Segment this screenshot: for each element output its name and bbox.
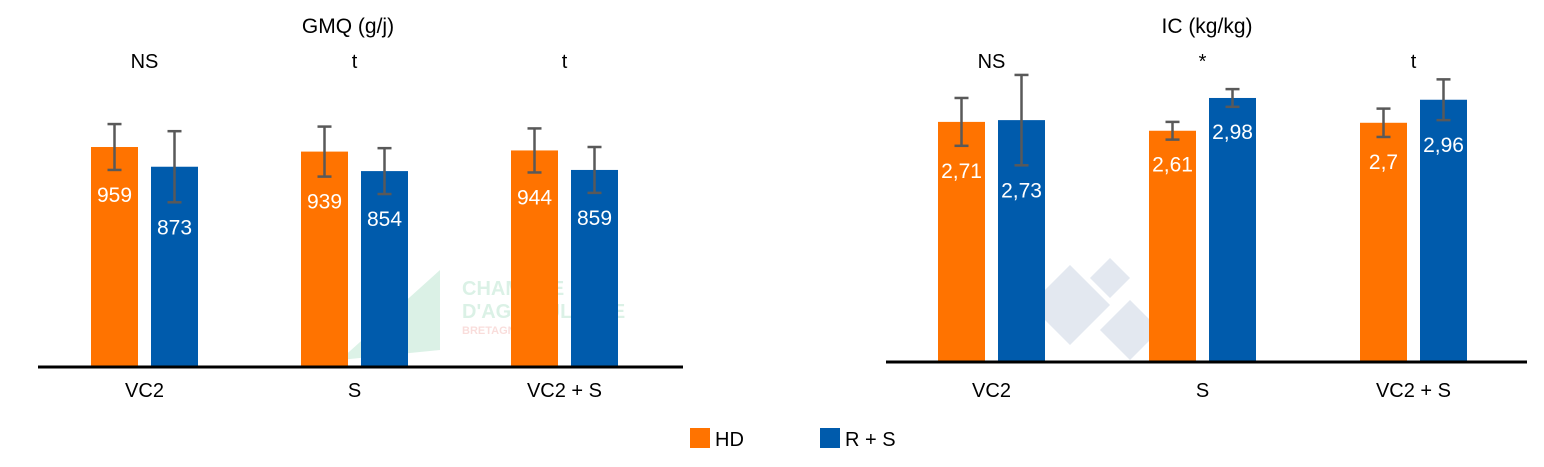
- significance-label: NS: [131, 51, 159, 73]
- category-tick-label: VC2: [972, 380, 1011, 402]
- category-tick-label: VC2 + S: [527, 380, 602, 402]
- data-label: 944: [517, 186, 552, 209]
- chart-1: IC (kg/kg) NS VC2 2,71 2,73 * S 2,61 2,98 t VC2 + …: [886, 15, 1527, 402]
- significance-label: t: [1411, 51, 1417, 73]
- data-label: 2,71: [941, 160, 982, 183]
- category-tick-label: VC2 + S: [1376, 380, 1451, 402]
- legend: HD R + S: [690, 428, 896, 451]
- bar-hd: [1360, 122, 1407, 362]
- data-label: 2,73: [1001, 179, 1042, 202]
- significance-label: t: [352, 51, 358, 73]
- data-label: 2,7: [1369, 151, 1398, 174]
- error-bar: [1014, 73, 1029, 167]
- category-tick-label: S: [1196, 380, 1209, 402]
- bar-hd: [511, 150, 558, 367]
- legend-label: R + S: [845, 429, 896, 451]
- bar-rs: [571, 169, 618, 367]
- bar-hd: [91, 147, 138, 367]
- data-label: 873: [157, 216, 192, 239]
- error-bar: [587, 145, 602, 195]
- error-bar: [954, 96, 969, 148]
- significance-label: NS: [978, 51, 1006, 73]
- error-bar: [1376, 107, 1391, 139]
- significance-label: *: [1199, 51, 1207, 73]
- error-bar: [1165, 120, 1180, 141]
- data-label: 959: [97, 184, 132, 207]
- legend-label: HD: [715, 429, 744, 451]
- category-tick-label: VC2: [125, 380, 164, 402]
- error-bar: [377, 146, 392, 196]
- error-bar: [1436, 78, 1451, 122]
- data-label: 854: [367, 208, 402, 231]
- error-bar: [527, 127, 542, 174]
- significance-label: t: [562, 51, 568, 73]
- data-label: 2,61: [1152, 154, 1193, 177]
- data-label: 2,98: [1212, 121, 1253, 144]
- watermark-333: [1030, 258, 1160, 360]
- error-bar: [1225, 87, 1240, 109]
- data-label: 859: [577, 207, 612, 230]
- chart-title: IC (kg/kg): [1161, 15, 1252, 38]
- bar-rs: [361, 171, 408, 367]
- bar-hd: [938, 121, 985, 362]
- bar-rs: [1209, 97, 1256, 363]
- data-label: 939: [307, 191, 342, 214]
- svg-text:BRETAGNE: BRETAGNE: [462, 325, 523, 337]
- legend-swatch: [690, 428, 710, 448]
- bar-hd: [301, 151, 348, 367]
- error-bar: [107, 122, 122, 172]
- category-tick-label: S: [348, 380, 361, 402]
- legend-item: R + S: [820, 428, 896, 451]
- error-bar: [167, 129, 182, 204]
- data-label: 2,96: [1423, 134, 1464, 157]
- chart-0: GMQ (g/j) NS VC2 959 873 t S 939 854 t VC2 + S 944 8…: [38, 15, 683, 402]
- bar-hd: [1149, 130, 1196, 362]
- legend-swatch: [820, 428, 840, 448]
- legend-item: HD: [690, 428, 744, 451]
- error-bar: [317, 125, 332, 178]
- bar-rs: [1420, 99, 1467, 362]
- chart-title: GMQ (g/j): [302, 15, 394, 38]
